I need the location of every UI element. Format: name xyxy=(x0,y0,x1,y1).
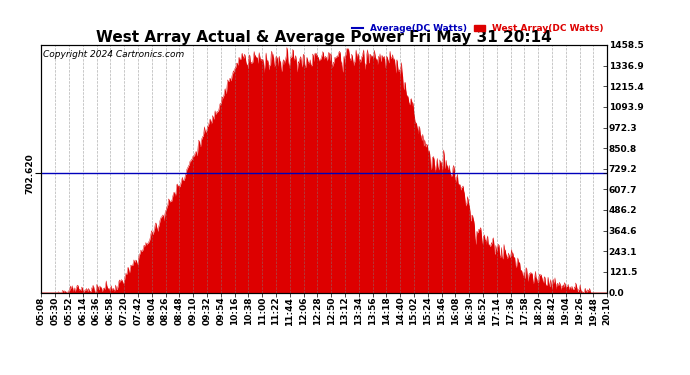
Text: Copyright 2024 Cartronics.com: Copyright 2024 Cartronics.com xyxy=(43,50,184,59)
Legend: Average(DC Watts), West Array(DC Watts): Average(DC Watts), West Array(DC Watts) xyxy=(348,20,607,36)
Title: West Array Actual & Average Power Fri May 31 20:14: West Array Actual & Average Power Fri Ma… xyxy=(97,30,552,45)
